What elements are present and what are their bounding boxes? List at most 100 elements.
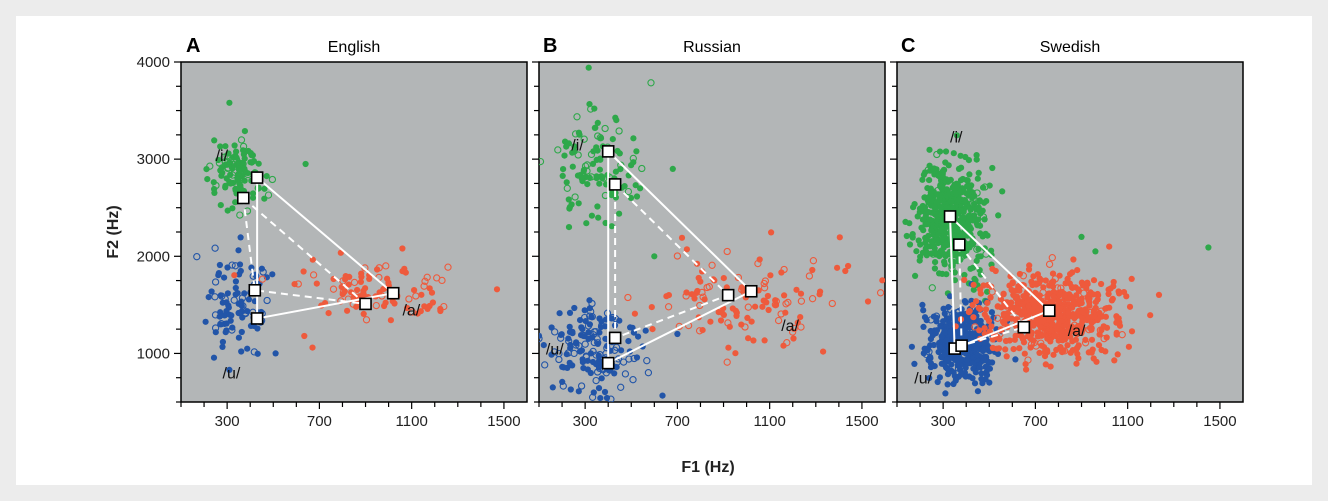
data-point-u [193, 253, 201, 261]
data-point-u [643, 357, 651, 365]
data-point-u [586, 312, 594, 320]
data-point-a [984, 299, 991, 306]
mean-triangle-solid [256, 175, 396, 320]
data-point-a [780, 265, 788, 274]
data-point-u [981, 353, 990, 362]
data-point-i [973, 156, 980, 163]
data-point-i [957, 177, 965, 184]
data-point-a [361, 264, 369, 272]
data-point-a [1058, 333, 1065, 340]
data-point-i [926, 162, 933, 169]
data-point-i [937, 250, 944, 257]
data-point-a [784, 298, 792, 307]
data-point-a [1002, 337, 1010, 345]
data-point-i [958, 252, 967, 260]
data-point-a [309, 271, 318, 279]
data-point-u [565, 335, 572, 342]
data-point-u [943, 337, 951, 344]
mean-marker-a-solid [386, 286, 400, 300]
data-point-a [723, 247, 731, 256]
panel-letter: A [186, 35, 200, 57]
data-point-a [1107, 285, 1114, 292]
data-point-u [272, 350, 279, 357]
data-point-u [559, 378, 566, 385]
data-point-i [571, 143, 578, 150]
data-point-u [986, 379, 993, 386]
data-point-u [221, 312, 228, 319]
data-point-i [637, 185, 644, 192]
data-point-i [1092, 248, 1099, 255]
data-point-a [1056, 272, 1063, 279]
mean-marker-a-solid [744, 284, 758, 298]
data-point-a [1036, 349, 1043, 356]
data-point-u [231, 262, 240, 270]
data-point-u [581, 340, 589, 348]
data-point-i [224, 164, 232, 173]
data-point-a [417, 308, 424, 315]
data-point-a [1051, 297, 1060, 305]
data-point-u [575, 388, 582, 395]
data-point-i [928, 227, 935, 234]
data-point-i [917, 241, 924, 248]
data-point-i [222, 184, 229, 191]
data-point-u [576, 348, 584, 355]
data-point-i [594, 203, 601, 210]
data-point-u [228, 312, 235, 319]
data-point-i [249, 190, 257, 197]
data-point-a [1111, 357, 1118, 364]
data-point-i [989, 164, 996, 172]
data-point-a [726, 323, 733, 330]
data-point-a [732, 350, 739, 357]
data-point-u [952, 377, 959, 384]
data-point-i [569, 149, 576, 156]
data-point-a [985, 317, 993, 325]
data-point-u [972, 369, 979, 376]
data-point-i [924, 221, 931, 228]
data-point-u [550, 348, 558, 356]
x-tick-label: 1100 [1112, 413, 1144, 430]
data-point-u [240, 306, 248, 314]
data-point-a [437, 305, 444, 312]
data-point-u [227, 317, 234, 324]
data-point-u [211, 293, 219, 301]
data-point-a [808, 295, 817, 303]
data-point-i [967, 265, 974, 272]
data-point-u [254, 325, 261, 332]
data-point-a [738, 285, 746, 294]
data-point-i [261, 195, 268, 202]
data-point-a [977, 286, 984, 293]
data-point-a [1030, 298, 1037, 305]
data-point-u [238, 294, 247, 302]
data-point-u [540, 342, 547, 349]
data-point-a [1098, 280, 1105, 288]
data-point-a [995, 345, 1003, 352]
data-point-a [1067, 271, 1074, 278]
data-point-a [754, 259, 762, 268]
data-point-u [941, 320, 949, 328]
data-point-i [627, 194, 635, 201]
data-point-i [617, 161, 625, 169]
data-point-a [309, 344, 316, 351]
data-point-a [1155, 291, 1163, 298]
data-point-u [580, 313, 589, 322]
data-point-a [366, 275, 373, 282]
data-point-a [1025, 266, 1033, 273]
x-tick-label: 700 [665, 413, 690, 430]
data-point-a [1085, 349, 1092, 356]
data-point-u [237, 234, 244, 241]
data-point-a [420, 282, 428, 290]
mean-marker-i-solid [943, 210, 957, 223]
data-point-a [845, 262, 852, 270]
data-point-u [975, 318, 982, 325]
data-point-u [925, 348, 933, 356]
data-point-i [268, 175, 277, 184]
data-point-u [1012, 356, 1019, 363]
data-point-a [1021, 350, 1028, 357]
data-point-u [551, 328, 559, 336]
data-point-i [921, 209, 928, 216]
data-point-a [362, 285, 369, 292]
data-point-u [944, 381, 951, 388]
data-point-u [565, 337, 573, 345]
data-point-a [997, 296, 1005, 303]
data-point-i [239, 160, 247, 168]
